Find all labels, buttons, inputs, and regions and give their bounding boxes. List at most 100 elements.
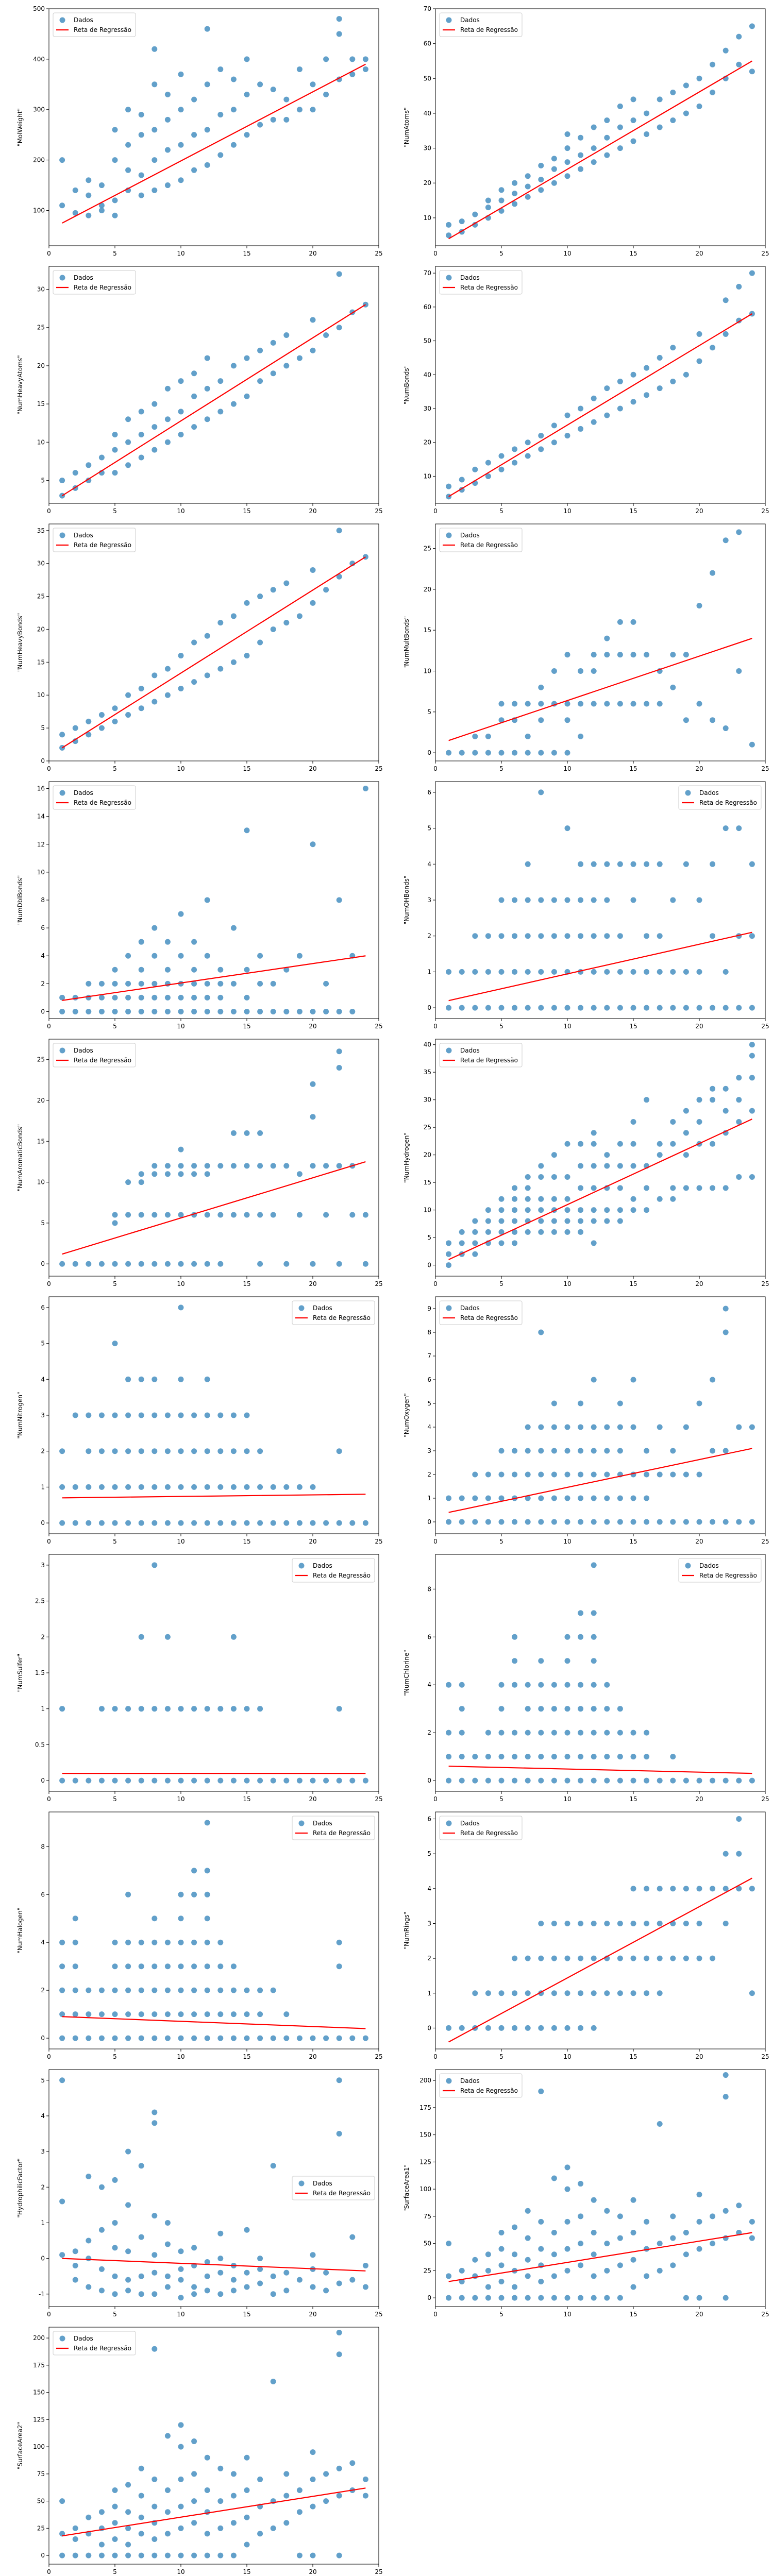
data-point: [670, 1955, 676, 1961]
data-point: [257, 1163, 263, 1169]
data-point: [696, 603, 702, 609]
data-point: [362, 1212, 368, 1218]
data-point: [86, 1261, 92, 1267]
data-point: [296, 1212, 303, 1218]
data-point: [362, 1777, 368, 1784]
data-point: [349, 2277, 356, 2283]
data-point: [512, 191, 518, 197]
data-point: [525, 1005, 531, 1011]
x-tick-label: 10: [177, 2568, 184, 2575]
data-point: [604, 1152, 610, 1158]
data-point: [512, 1754, 518, 1760]
data-point: [722, 1920, 729, 1926]
data-point: [336, 2131, 342, 2137]
data-point: [362, 2262, 368, 2268]
data-point: [683, 1424, 689, 1430]
data-point: [512, 1955, 518, 1961]
data-point: [283, 1008, 290, 1014]
data-point: [217, 1777, 224, 1784]
legend-label-points: Dados: [313, 1820, 332, 1827]
data-point: [604, 652, 610, 658]
data-point: [270, 1212, 276, 1218]
legend-label-line: Reta de Regressão: [699, 799, 757, 806]
y-tick-label: 10: [37, 1179, 45, 1186]
y-tick-label: 25: [37, 324, 45, 331]
data-point: [525, 1229, 531, 1235]
legend-marker-points: [298, 1563, 305, 1569]
data-point: [657, 861, 663, 867]
data-point: [617, 1218, 623, 1224]
data-point: [59, 1939, 65, 1945]
data-point: [736, 1424, 742, 1430]
data-point: [617, 2262, 623, 2268]
y-tick-label: 5: [41, 2077, 45, 2084]
data-point: [538, 1706, 544, 1712]
legend-box: [439, 2073, 523, 2098]
legend-marker-points: [59, 17, 65, 23]
data-point: [551, 1424, 557, 1430]
data-point: [310, 600, 316, 606]
x-tick-label: 25: [375, 250, 382, 257]
data-point: [230, 980, 237, 987]
data-point: [230, 1212, 237, 1218]
y-tick-label: 60: [424, 303, 431, 311]
y-tick-label: 15: [37, 658, 45, 666]
data-point: [204, 2454, 210, 2461]
plot-frame: [48, 8, 379, 246]
data-point: [125, 2552, 131, 2558]
data-point: [310, 2252, 316, 2258]
data-point: [683, 1152, 689, 1158]
data-point: [670, 1141, 676, 1147]
data-point: [498, 1706, 505, 1712]
data-point: [296, 1520, 303, 1526]
data-point: [336, 2552, 342, 2558]
scatter-chart-10: 05101520250510152025303540"NumCarbon""Nu…: [403, 1039, 769, 1287]
data-point: [59, 202, 65, 209]
x-tick-label: 20: [309, 250, 316, 257]
data-point: [525, 861, 531, 867]
legend-marker-points: [298, 1820, 305, 1826]
data-point: [112, 431, 118, 437]
y-tick-label: 20: [37, 1097, 45, 1104]
data-point: [164, 1008, 171, 1014]
data-point: [138, 132, 144, 138]
scatter-chart-3: 051015202551015202530"NumCarbon""NumHeav…: [16, 266, 383, 515]
data-point: [138, 1376, 144, 1382]
data-point: [230, 1130, 237, 1136]
y-tick-label: 2: [427, 1471, 431, 1478]
data-point: [604, 861, 610, 867]
data-point: [283, 620, 290, 626]
data-point: [617, 861, 623, 867]
data-point: [152, 1261, 158, 1267]
data-point: [683, 1886, 689, 1892]
data-point: [644, 933, 650, 939]
data-point: [644, 1097, 650, 1103]
regression-line: [448, 1877, 752, 2043]
data-point: [178, 1171, 184, 1177]
data-point: [564, 750, 570, 756]
data-point: [178, 994, 184, 1001]
data-point: [336, 1008, 342, 1014]
y-tick-label: 200: [33, 2334, 45, 2342]
data-point: [538, 1218, 544, 1224]
data-point: [257, 2035, 263, 2041]
data-point: [164, 1634, 171, 1640]
data-point: [722, 2072, 729, 2078]
data-point: [446, 1754, 452, 1760]
data-point: [617, 619, 623, 625]
data-point: [283, 332, 290, 338]
data-point: [217, 1412, 224, 1418]
data-point: [525, 194, 531, 200]
data-point: [578, 1448, 584, 1454]
data-point: [204, 1820, 210, 1826]
data-point: [710, 717, 716, 723]
data-point: [630, 371, 636, 378]
scatter-chart-18: 05101520250255075100125150175200"NumCarb…: [403, 2069, 769, 2318]
data-point: [498, 2025, 505, 2031]
data-point: [644, 2273, 650, 2279]
legend-label-line: Reta de Regressão: [313, 1314, 371, 1321]
data-point: [551, 1990, 557, 1996]
legend-box: [678, 785, 762, 810]
